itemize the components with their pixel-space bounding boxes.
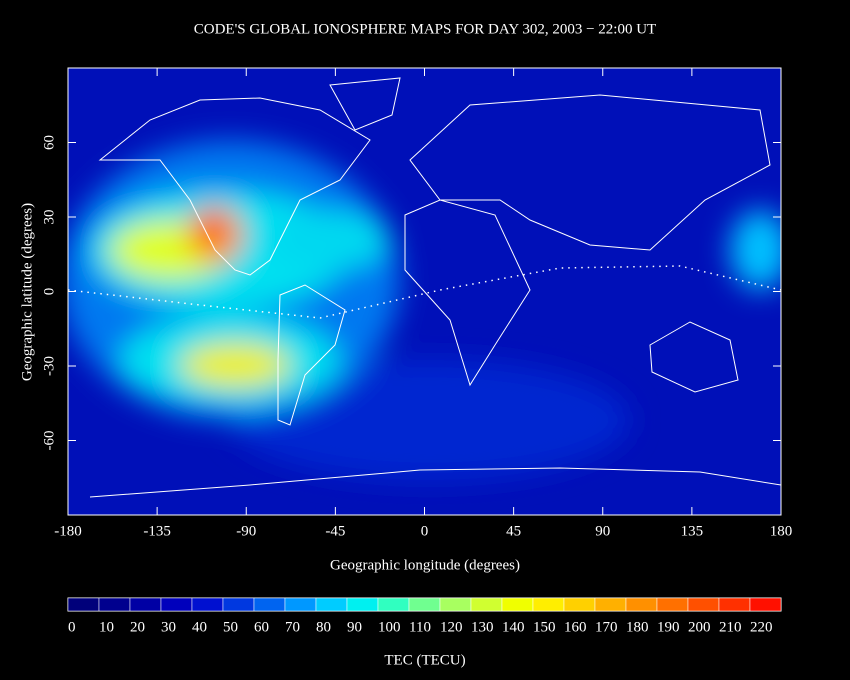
colorbar-tick-label: 70 [285, 619, 300, 635]
colorbar-swatch [253, 597, 286, 612]
colorbar-swatch [532, 597, 565, 612]
x-tick-label: -135 [143, 523, 171, 539]
colorbar-tick-label: 170 [595, 619, 618, 635]
x-tick-label: 180 [770, 523, 793, 539]
colorbar-tick-label: 120 [440, 619, 463, 635]
title: CODE'S GLOBAL IONOSPHERE MAPS FOR DAY 30… [194, 21, 656, 37]
colorbar-swatch [625, 597, 658, 612]
x-tick-label: 90 [595, 523, 610, 539]
colorbar-swatch [191, 597, 224, 612]
colorbar-swatch [315, 597, 348, 612]
colorbar-tick-label: 190 [657, 619, 680, 635]
coastlines [68, 77, 781, 498]
colorbar-tick-label: 200 [688, 619, 711, 635]
y-axis-label: Geographic latitude (degrees) [19, 203, 35, 381]
colorbar-swatch [439, 597, 472, 612]
y-tick-label: 30 [41, 210, 57, 225]
colorbar-swatch [687, 597, 720, 612]
colorbar-swatch [129, 597, 162, 612]
y-tick-label: 60 [41, 135, 57, 150]
x-tick-label: 0 [421, 523, 429, 539]
colorbar-swatch [594, 597, 627, 612]
colorbar-swatch [222, 597, 255, 612]
colorbar-swatch [501, 597, 534, 612]
colorbar-tick-label: 50 [223, 619, 238, 635]
colorbar-tick-label: 60 [254, 619, 269, 635]
x-tick-label: -45 [325, 523, 345, 539]
x-tick-label: 135 [681, 523, 704, 539]
colorbar-swatch [408, 597, 441, 612]
colorbar-tick-label: 220 [750, 619, 773, 635]
x-tick-label: -90 [236, 523, 256, 539]
x-tick-label: -180 [54, 523, 82, 539]
colorbar-swatch [377, 597, 410, 612]
colorbar-swatch [718, 597, 751, 612]
tec-field [68, 77, 781, 498]
colorbar-tick-label: 20 [130, 619, 145, 635]
y-tick-label: 0 [41, 288, 57, 296]
colorbar-swatch [656, 597, 689, 612]
x-axis-label: Geographic longitude (degrees) [330, 557, 520, 573]
colorbar-swatch [749, 597, 782, 612]
colorbar-tick-label: 150 [533, 619, 556, 635]
colorbar-swatch [160, 597, 193, 612]
colorbar-tick-label: 140 [502, 619, 525, 635]
colorbar-tick-label: 30 [161, 619, 176, 635]
x-tick-label: 45 [506, 523, 521, 539]
colorbar-swatch [67, 597, 100, 612]
colorbar-tick-label: 10 [99, 619, 114, 635]
colorbar-swatch [346, 597, 379, 612]
colorbar-tick-label: 80 [316, 619, 331, 635]
colorbar-swatch [470, 597, 503, 612]
colorbar-tick-label: 210 [719, 619, 742, 635]
colorbar-swatch [98, 597, 131, 612]
colorbar-swatch [563, 597, 596, 612]
colorbar-tick-label: 130 [471, 619, 494, 635]
colorbar-title: TEC (TECU) [384, 652, 465, 668]
colorbar-tick-label: 90 [347, 619, 362, 635]
colorbar-tick-label: 110 [409, 619, 431, 635]
colorbar-tick-label: 160 [564, 619, 587, 635]
colorbar-tick-label: 40 [192, 619, 207, 635]
y-tick-label: -60 [41, 431, 57, 451]
y-tick-label: -30 [41, 356, 57, 376]
colorbar-swatch [284, 597, 317, 612]
colorbar-tick-label: 180 [626, 619, 649, 635]
colorbar-tick-label: 100 [378, 619, 401, 635]
colorbar-tick-label: 0 [68, 619, 76, 635]
